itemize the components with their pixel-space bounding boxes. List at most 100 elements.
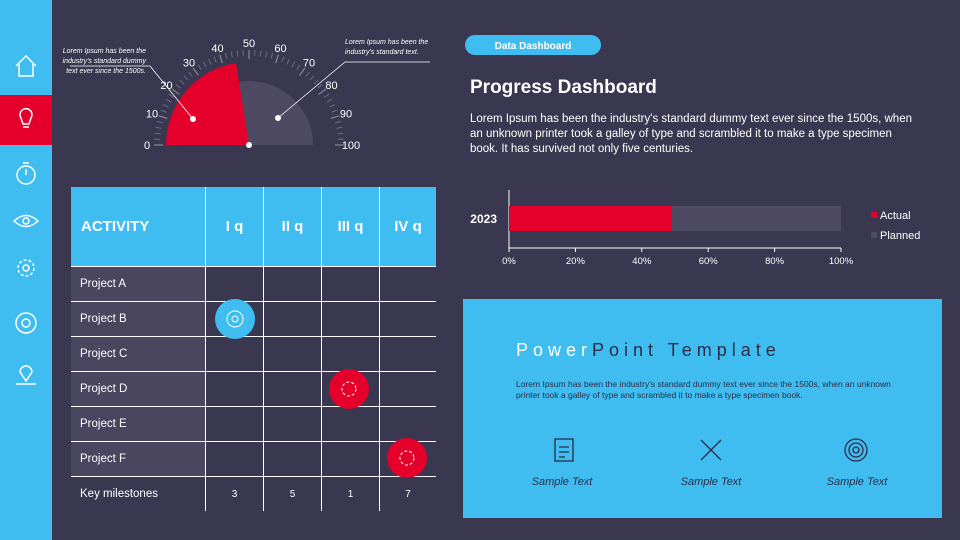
- template-text: Lorem Ipsum has been the industry's stan…: [516, 379, 891, 400]
- table-cell: [263, 371, 321, 406]
- gauge-minor-tick: [197, 64, 202, 71]
- gauge-tick-label: 70: [303, 57, 315, 69]
- gauge-minor-tick: [162, 104, 169, 108]
- gauge-annotation: Lorem Ipsum has been the industry's stan…: [345, 39, 429, 56]
- item-label: Sample Text: [680, 476, 742, 488]
- table-cell: [205, 336, 263, 371]
- template-box: [463, 299, 942, 518]
- bulb-icon[interactable]: [19, 108, 33, 128]
- gauge-minor-tick: [202, 61, 207, 68]
- table-cell: [263, 266, 321, 301]
- table-cell: [205, 406, 263, 441]
- gauge-tick: [171, 88, 180, 95]
- gauge-minor-tick: [175, 84, 181, 89]
- title: Progress Dashboard: [470, 77, 657, 98]
- table-cell: [321, 406, 379, 441]
- bar: [509, 206, 672, 231]
- gauge-minor-tick: [291, 61, 296, 68]
- gauge-tick-label: 60: [274, 43, 286, 55]
- gauge-minor-tick: [183, 75, 189, 81]
- sidebar-active[interactable]: [0, 95, 52, 145]
- gear-icon[interactable]: [17, 259, 35, 277]
- home-icon[interactable]: [15, 54, 37, 77]
- gauge-minor-tick: [313, 79, 319, 85]
- gauge-tick-label: 40: [211, 43, 223, 55]
- gauge-tick: [275, 54, 279, 64]
- map-icon[interactable]: [16, 365, 36, 385]
- gauge-minor-tick: [208, 58, 212, 65]
- row-label: Project C: [71, 336, 205, 371]
- gauge-minor-tick: [236, 50, 239, 57]
- template-title: PowerPoint Template: [516, 340, 781, 360]
- table-cell: [379, 336, 436, 371]
- gauge-minor-tick: [296, 64, 301, 71]
- table-cell: [321, 371, 379, 406]
- header-cell: II q: [263, 187, 321, 266]
- clipboard-icon: [554, 438, 574, 462]
- row-label: Project E: [71, 406, 205, 441]
- gauge-minor-tick: [281, 56, 285, 63]
- lifebuoy-icon[interactable]: [15, 312, 37, 334]
- badge[interactable]: [465, 35, 601, 55]
- gauge-tick: [219, 54, 223, 64]
- gauge-minor-tick: [154, 132, 161, 135]
- table-cell: [205, 301, 263, 336]
- gauge-minor-tick: [213, 56, 217, 63]
- legend-label: Planned: [880, 230, 920, 242]
- gauge-tick-label: 10: [146, 108, 158, 120]
- x-tick-label: 0%: [502, 256, 516, 267]
- item-label: Sample Text: [531, 476, 593, 488]
- table-cell: [321, 336, 379, 371]
- header-cell-first: ACTIVITY: [81, 218, 150, 235]
- legend-label: Actual: [880, 210, 911, 222]
- gauge-tick: [299, 67, 306, 76]
- gauge-minor-tick: [286, 58, 290, 65]
- tools-icon: [700, 439, 722, 461]
- header-cell: I q: [205, 187, 263, 266]
- gauge-dot: [246, 142, 252, 148]
- row-label: Project A: [71, 266, 205, 301]
- x-tick-label: 100%: [829, 256, 854, 267]
- row-label: Project D: [71, 371, 205, 406]
- gauge-minor-tick: [329, 104, 336, 108]
- gauge-fill: [166, 63, 249, 145]
- target-icon: [844, 438, 868, 462]
- table-cell: [379, 371, 436, 406]
- gauge-tick: [158, 115, 168, 119]
- gauge-tick-label: 30: [183, 57, 195, 69]
- table-cell: [379, 441, 436, 476]
- gauge-minor-tick: [168, 93, 175, 98]
- template-title-a: Power: [516, 340, 592, 360]
- row-label: Project B: [71, 301, 205, 336]
- table-cell: [379, 266, 436, 301]
- gauge-dot: [275, 115, 281, 121]
- gauge-minor-tick: [155, 126, 162, 129]
- eye-icon[interactable]: [12, 214, 40, 228]
- gauge-minor-tick: [335, 120, 342, 124]
- table-cell: [205, 266, 263, 301]
- header-cell: IV q: [379, 187, 436, 266]
- legend-swatch: [871, 232, 877, 238]
- row-label: Project F: [71, 441, 205, 476]
- x-tick-label: 20%: [566, 256, 586, 267]
- gauge-minor-tick: [305, 71, 310, 77]
- milestone-count: 7: [379, 476, 436, 511]
- gauge-minor-tick: [179, 79, 185, 85]
- gauge-tick: [330, 115, 340, 119]
- timer-icon[interactable]: [16, 165, 36, 185]
- table-cell: [205, 441, 263, 476]
- gauge-minor-tick: [336, 126, 343, 129]
- gauge-tick-label: 90: [340, 108, 352, 120]
- x-tick-label: 80%: [765, 256, 785, 267]
- gauge-minor-tick: [331, 109, 338, 113]
- gauge-minor-tick: [224, 52, 228, 59]
- gauge-minor-tick: [156, 120, 163, 124]
- gauge-minor-tick: [259, 50, 262, 57]
- gauge-dot: [190, 116, 196, 122]
- table-cell: [263, 441, 321, 476]
- gauge-minor-tick: [165, 98, 172, 103]
- gauge-tick-label: 100: [342, 140, 360, 152]
- legend-swatch: [871, 212, 877, 218]
- y-tick-label: 2023: [470, 212, 497, 226]
